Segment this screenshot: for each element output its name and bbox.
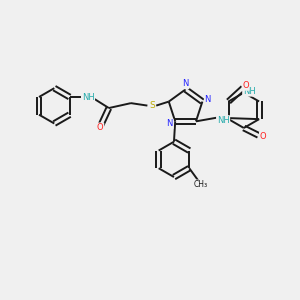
Text: NH: NH <box>217 116 230 125</box>
Text: S: S <box>149 101 155 110</box>
Text: NH: NH <box>243 87 256 96</box>
Text: O: O <box>242 81 249 90</box>
Text: O: O <box>260 132 266 141</box>
Text: N: N <box>205 94 211 103</box>
Text: O: O <box>97 123 104 132</box>
Text: NH: NH <box>82 92 94 101</box>
Text: CH₃: CH₃ <box>193 180 207 189</box>
Text: N: N <box>167 119 173 128</box>
Text: N: N <box>182 80 189 88</box>
